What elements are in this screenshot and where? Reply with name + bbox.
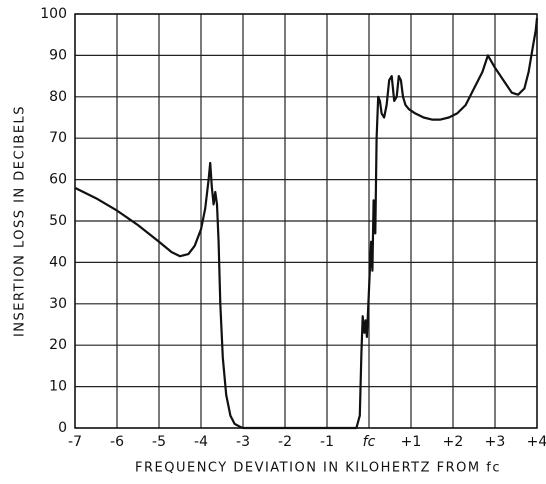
y-tick-label: 20 xyxy=(49,337,67,353)
x-tick-label: +2 xyxy=(443,434,464,450)
x-tick-label: -5 xyxy=(152,434,166,450)
x-tick-label: -6 xyxy=(110,434,124,450)
y-tick-label: 50 xyxy=(49,213,67,229)
x-tick-label: -7 xyxy=(68,434,82,450)
x-tick-label: fc xyxy=(363,434,376,450)
x-tick-label: -4 xyxy=(194,434,208,450)
y-tick-label: 30 xyxy=(49,296,67,312)
y-tick-label: 10 xyxy=(49,379,67,395)
y-tick-label: 60 xyxy=(49,172,67,188)
x-tick-label: -1 xyxy=(320,434,334,450)
y-tick-label: 40 xyxy=(49,254,67,270)
y-tick-label: 100 xyxy=(40,6,67,22)
y-tick-label: 80 xyxy=(49,89,67,105)
y-tick-label: 0 xyxy=(58,420,67,436)
x-tick-label: -3 xyxy=(236,434,250,450)
y-axis-label: INSERTION LOSS IN DECIBELS xyxy=(13,105,28,337)
x-tick-label: +4 xyxy=(527,434,546,450)
x-tick-label: +3 xyxy=(485,434,506,450)
x-tick-label: +1 xyxy=(401,434,422,450)
x-axis-label: FREQUENCY DEVIATION IN KILOHERTZ FROM fc xyxy=(135,461,501,476)
x-tick-label: -2 xyxy=(278,434,292,450)
y-tick-label: 70 xyxy=(49,130,67,146)
line xyxy=(74,17,539,430)
y-tick-label: 90 xyxy=(49,47,67,63)
